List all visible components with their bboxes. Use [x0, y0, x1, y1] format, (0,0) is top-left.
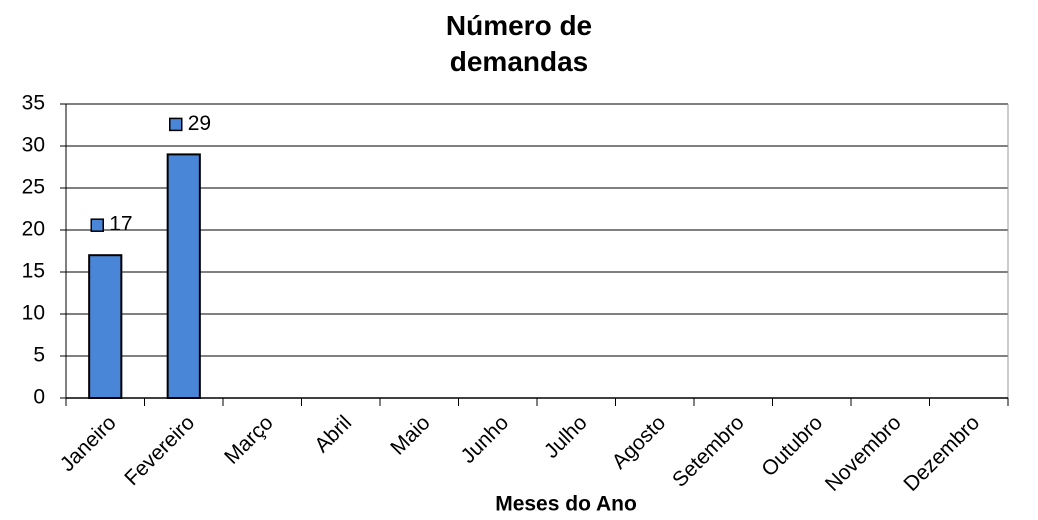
- y-tick-label: 35: [22, 92, 45, 115]
- x-tick-label: Setembro: [668, 411, 749, 492]
- x-tick-label: Junho: [456, 411, 513, 468]
- x-tick-label: Agosto: [608, 411, 671, 474]
- bar: [88, 254, 123, 399]
- x-tick-label: Outubro: [757, 411, 827, 481]
- data-label: 29: [188, 112, 211, 135]
- y-tick-label: 30: [22, 134, 45, 157]
- y-tick-label: 15: [22, 260, 45, 283]
- chart-title: Número de demandas: [445, 10, 593, 77]
- x-tick-label: Julho: [540, 411, 592, 463]
- x-tick-label: Fevereiro: [120, 411, 199, 490]
- x-axis-title: Meses do Ano: [495, 493, 637, 516]
- y-tick-label: 5: [33, 344, 45, 367]
- y-tick-label: 25: [22, 176, 45, 199]
- y-tick-label: 10: [22, 302, 45, 325]
- x-tick-label: Janeiro: [56, 411, 121, 476]
- x-tick-label: Maio: [386, 411, 434, 459]
- data-label: 17: [109, 213, 132, 236]
- bar: [166, 153, 201, 399]
- x-tick-label: Abril: [310, 411, 356, 457]
- y-tick-label: 0: [33, 386, 45, 409]
- label-key: [90, 218, 104, 232]
- x-tick-label: Dezembro: [899, 411, 984, 496]
- label-key: [169, 117, 183, 132]
- x-tick-label: Março: [220, 411, 278, 469]
- y-tick-label: 20: [22, 218, 45, 241]
- x-tick-label: Novembro: [821, 411, 906, 496]
